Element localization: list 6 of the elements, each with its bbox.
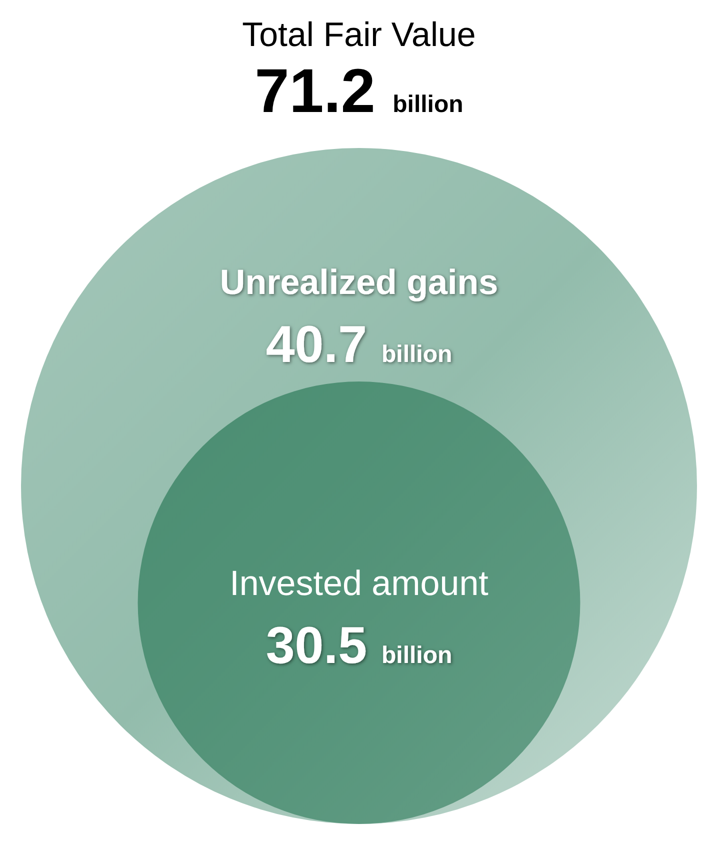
data-label: 30.5 billion: [266, 616, 452, 675]
category-label: Invested amount: [230, 564, 489, 603]
data-label: 40.7 billion: [266, 316, 452, 374]
category-label: Unrealized gains: [220, 263, 498, 302]
text: 71.2 billion: [254, 57, 464, 126]
text: Total Fair Value: [242, 16, 476, 54]
